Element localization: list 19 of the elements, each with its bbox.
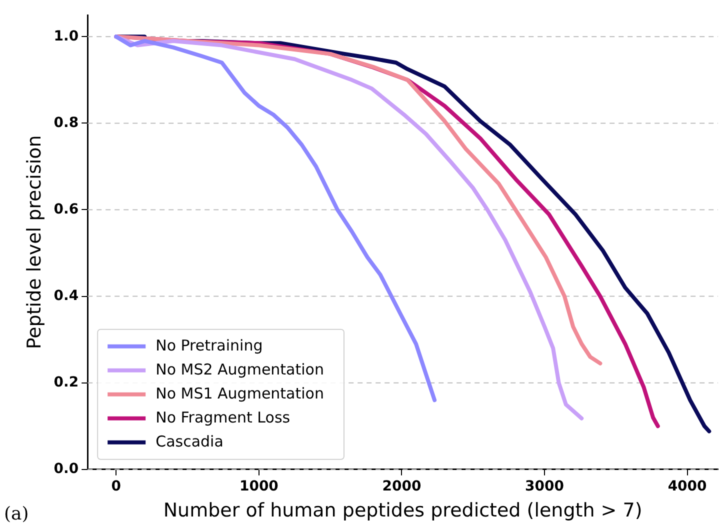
- legend-label: No MS2 Augmentation: [156, 360, 324, 378]
- y-tick-label: 1.0: [54, 28, 79, 44]
- x-tick-label: 1000: [239, 478, 279, 494]
- legend-label: No MS1 Augmentation: [156, 384, 324, 402]
- y-axis-title: Peptide level precision: [23, 135, 46, 350]
- legend-label: No Fragment Loss: [156, 408, 290, 426]
- y-tick-label: 0.6: [54, 201, 79, 218]
- x-tick-label: 2000: [382, 478, 422, 494]
- x-tick-label: 0: [111, 478, 122, 494]
- y-tick-label: 0.4: [54, 288, 79, 304]
- legend-label: No Pretraining: [156, 336, 263, 354]
- legend-label: Cascadia: [156, 432, 224, 450]
- y-tick-label: 0.0: [54, 461, 79, 478]
- y-tick-label: 0.2: [54, 374, 79, 390]
- y-tick-label: 0.8: [54, 114, 79, 131]
- x-tick-label: 3000: [525, 478, 564, 494]
- x-tick-label: 4000: [668, 478, 708, 494]
- x-axis-title: Number of human peptides predicted (length > 7): [163, 500, 642, 522]
- text: (a): [4, 504, 29, 525]
